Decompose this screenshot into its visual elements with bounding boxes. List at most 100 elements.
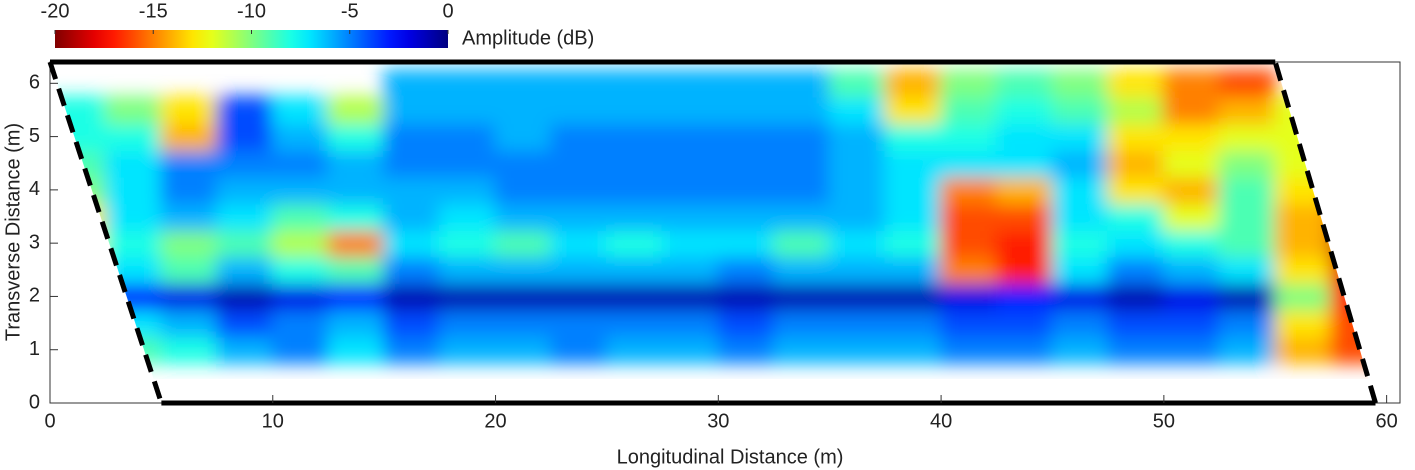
heatmap-cell: [494, 228, 553, 258]
heatmap-cell: [104, 95, 163, 125]
x-tick-label: 20: [484, 410, 506, 432]
heatmap-cell: [494, 282, 553, 311]
heatmap-cell: [383, 255, 441, 285]
heatmap-cell: [828, 282, 887, 311]
heatmap-cell: [884, 308, 943, 338]
y-tick-label: 5: [29, 125, 40, 147]
heatmap-cell: [550, 255, 608, 285]
heatmap-cell: [438, 175, 497, 205]
heatmap-cell: [1274, 282, 1332, 311]
heatmap-cell: [1218, 308, 1277, 338]
heatmap-cell: [995, 68, 1054, 98]
heatmap-cell: [160, 228, 219, 258]
heatmap-cell: [160, 202, 219, 231]
heatmap-cell: [383, 95, 441, 125]
heatmap-cell: [494, 148, 553, 178]
heatmap-cell: [661, 335, 720, 365]
heatmap-cell: [1329, 308, 1376, 338]
heatmap-cell: [216, 202, 274, 231]
outline-edge: [1272, 61, 1378, 404]
heatmap-cell: [216, 175, 274, 205]
y-tick-label: 2: [29, 285, 40, 307]
heatmap-cell: [940, 122, 998, 151]
heatmap-cell: [940, 255, 998, 285]
heatmap-cell: [828, 308, 887, 338]
heatmap-cell: [1274, 308, 1332, 338]
heatmap-cell: [1274, 335, 1332, 365]
heatmap-cell: [828, 228, 887, 258]
heatmap-cell: [940, 228, 998, 258]
heatmap-cell: [216, 255, 274, 285]
heatmap-cell: [884, 148, 943, 178]
heatmap-cell: [104, 175, 163, 205]
heatmap-cell: [327, 202, 386, 231]
heatmap-cell: [605, 175, 664, 205]
heatmap-cell: [438, 68, 497, 98]
heatmap-cell: [995, 282, 1054, 311]
heatmap-cell: [884, 255, 943, 285]
heatmap-cell: [1107, 202, 1165, 231]
heatmap-cell: [1329, 175, 1376, 205]
heatmap-cell: [438, 228, 497, 258]
heatmap-cell: [605, 308, 664, 338]
heatmap-cell: [995, 202, 1054, 231]
heatmap-cell: [160, 308, 219, 338]
heatmap-cell: [884, 175, 943, 205]
heatmap-cell: [1329, 228, 1376, 258]
heatmap-cell: [550, 335, 608, 365]
heatmap-cell: [884, 95, 943, 125]
heatmap-cell: [160, 175, 219, 205]
heatmap-cell: [550, 175, 608, 205]
y-axis-label: Transverse Distance (m): [2, 123, 24, 341]
heatmap-cell: [661, 202, 720, 231]
heatmap-cell: [605, 335, 664, 365]
heatmap-cell: [773, 175, 831, 205]
heatmap-cell: [494, 335, 553, 365]
heatmap-cell: [773, 228, 831, 258]
heatmap-cell: [884, 282, 943, 311]
colorbar-tick-label: -5: [341, 0, 359, 22]
heatmap-cell: [216, 308, 274, 338]
heatmap-cell: [995, 122, 1054, 151]
heatmap-cell: [216, 282, 274, 311]
heatmap-cell: [160, 255, 219, 285]
heatmap-cell: [661, 68, 720, 98]
heatmap-cell: [605, 68, 664, 98]
x-tick-label: 50: [1153, 410, 1175, 432]
heatmap-cell: [828, 68, 887, 98]
heatmap-cell: [1162, 122, 1221, 151]
heatmap-cell: [160, 122, 219, 151]
heatmap-cell: [271, 335, 330, 365]
colorbar-tick-label: -15: [139, 0, 168, 22]
heatmap-cell: [1218, 68, 1277, 98]
heatmap-cell: [327, 148, 386, 178]
heatmap-cell: [1162, 148, 1221, 178]
heatmap-cell: [1051, 175, 1110, 205]
y-tick-label: 6: [29, 72, 40, 94]
heatmap-cell: [438, 202, 497, 231]
heatmap-cell: [717, 335, 776, 365]
heatmap-cell: [1274, 175, 1332, 205]
heatmap-cell: [1218, 255, 1277, 285]
heatmap-cell: [383, 335, 441, 365]
heatmap-cell: [550, 68, 608, 98]
heatmap-cell: [884, 68, 943, 98]
colorbar-label: Amplitude (dB): [462, 27, 594, 49]
heatmap-cell: [940, 175, 998, 205]
heatmap-cell: [1162, 282, 1221, 311]
heatmap-cell: [1274, 255, 1332, 285]
heatmap-cell: [605, 255, 664, 285]
heatmap-cell: [605, 282, 664, 311]
heatmap-cell: [1051, 308, 1110, 338]
heatmap-cell: [995, 228, 1054, 258]
heatmap-cell: [550, 202, 608, 231]
heatmap-cell: [50, 95, 107, 125]
heatmap-cell: [995, 148, 1054, 178]
heatmap-cell: [550, 228, 608, 258]
heatmap-cell: [438, 308, 497, 338]
heatmap-cell: [995, 308, 1054, 338]
heatmap-cell: [160, 95, 219, 125]
heatmap-cell: [494, 308, 553, 338]
heatmap-cell: [327, 255, 386, 285]
heatmap-cell: [940, 282, 998, 311]
